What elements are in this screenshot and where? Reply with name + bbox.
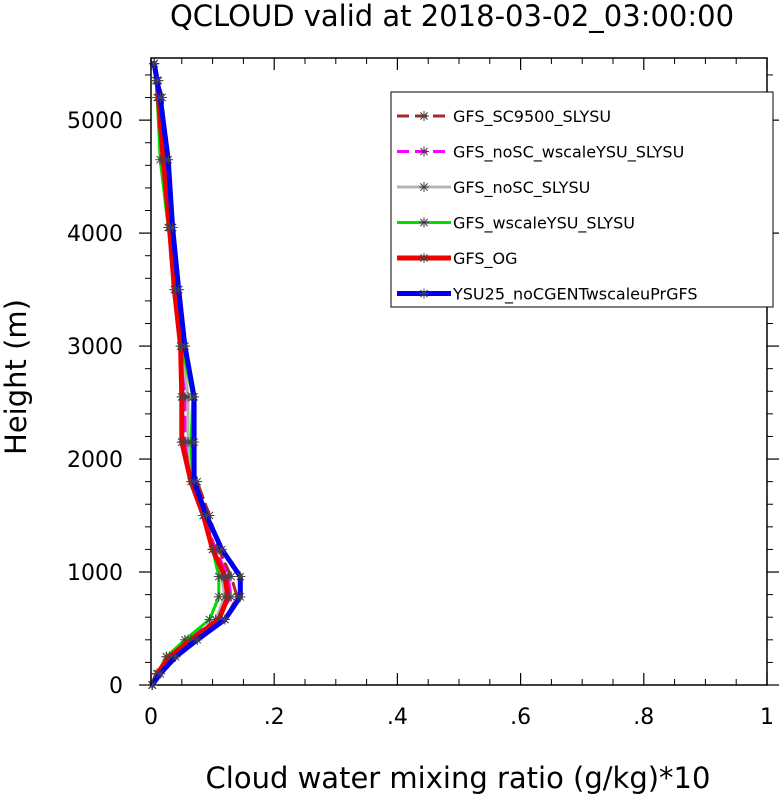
series-4-point — [219, 571, 230, 582]
series-5-point — [192, 634, 203, 645]
legend-marker-3 — [419, 217, 429, 228]
y-tick-label: 5000 — [67, 109, 123, 134]
legend-label-4: GFS_OG — [453, 249, 517, 269]
legend-label-1: GFS_noSC_wscaleYSU_SLYSU — [453, 143, 684, 163]
legend-marker-0 — [419, 111, 429, 121]
series-5-point — [189, 391, 200, 402]
y-tick-label: 0 — [109, 674, 123, 699]
legend-marker-4 — [419, 253, 429, 263]
series-5-point — [163, 154, 174, 165]
x-axis-label: Cloud water mixing ratio (g/kg)*10 — [206, 761, 711, 795]
series-5-point — [216, 544, 227, 555]
series-5-point — [149, 58, 160, 69]
legend-marker-1 — [419, 146, 429, 157]
y-axis-label: Height (m) — [0, 299, 33, 455]
x-tick-label: .2 — [264, 705, 285, 730]
legend-box — [390, 91, 774, 308]
legend-label-2: GFS_noSC_SLYSU — [453, 178, 590, 198]
series-3-point — [213, 591, 224, 602]
series-4-point — [176, 437, 187, 448]
series-5-point — [219, 614, 230, 625]
series-5-point — [235, 591, 246, 602]
series-5-point — [179, 341, 190, 352]
legend-label-5: YSU25_noCGENTwscaleuPrGFS — [452, 285, 698, 305]
series-4-point — [223, 591, 233, 602]
y-tick-label: 2000 — [67, 448, 123, 473]
series-4-point — [207, 544, 218, 555]
legend-marker-2 — [419, 182, 429, 192]
legend-marker-5 — [419, 288, 429, 299]
series-5-point — [189, 476, 200, 487]
series-5-point — [173, 284, 184, 295]
series-layer — [147, 58, 246, 690]
y-tick-label: 4000 — [67, 222, 123, 247]
series-5-point — [155, 668, 166, 679]
legend-label-0: GFS_SC9500_SLYSU — [453, 107, 611, 127]
x-tick-label: .6 — [510, 705, 531, 730]
y-tick-label: 1000 — [67, 561, 123, 586]
x-tick-label: 0 — [144, 705, 158, 730]
x-tick-label: .4 — [387, 705, 408, 730]
series-5-point — [235, 571, 246, 582]
x-tick-label: .8 — [633, 705, 654, 730]
series-5-point — [152, 75, 163, 86]
legend-label-3: GFS_wscaleYSU_SLYSU — [453, 214, 635, 234]
y-tick-label: 3000 — [67, 335, 123, 360]
series-5-point — [170, 651, 181, 662]
series-5-point — [201, 510, 212, 521]
series-5-point — [189, 437, 200, 448]
chart-title: QCLOUD valid at 2018-03-02_03:00:00 — [170, 0, 734, 33]
series-5-point — [167, 222, 178, 233]
legend: GFS_SC9500_SLYSU GFS_noSC_wscaleYSU_SLYSU… — [390, 91, 774, 308]
axis-ticks: 0 .2 .4 .6 .8 1 0 1000 2000 3000 4000 5000 — [67, 58, 779, 730]
series-4-point — [176, 391, 187, 402]
x-tick-label: 1 — [760, 705, 774, 730]
series-5-point — [155, 92, 166, 103]
